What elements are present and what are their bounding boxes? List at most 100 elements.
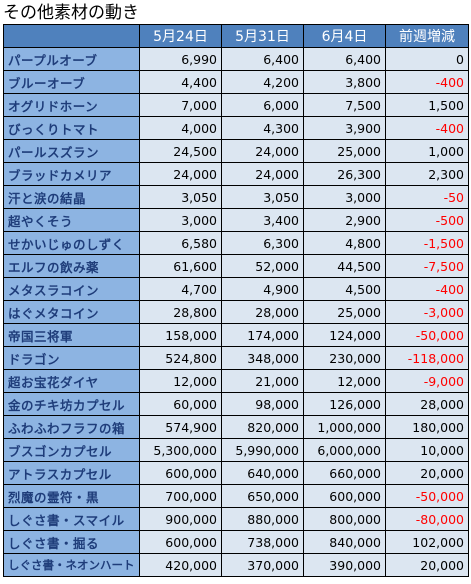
- header-cell-may31: 5月31日: [221, 24, 304, 48]
- value-cell-jun4: 3,900: [303, 116, 386, 140]
- header-cell-jun4: 6月4日: [303, 24, 386, 48]
- weekly-change-cell: -3,000: [385, 300, 469, 324]
- item-name-cell: パールスズラン: [3, 139, 140, 163]
- value-cell-may24: 3,000: [139, 208, 222, 232]
- item-name-cell: はぐメタコイン: [3, 300, 140, 324]
- value-cell-may24: 7,000: [139, 93, 222, 117]
- item-name-cell: ブラッドカメリア: [3, 162, 140, 186]
- value-cell-jun4: 6,000,000: [303, 438, 386, 462]
- value-cell-jun4: 660,000: [303, 461, 386, 485]
- weekly-change-cell: -1,500: [385, 231, 469, 255]
- table-row: せかいじゅのしずく 6,580 6,300 4,800 -1,500: [3, 231, 469, 255]
- table-row: 超お宝花ダイヤ 12,000 21,000 12,000 -9,000: [3, 369, 469, 393]
- value-cell-may24: 4,700: [139, 277, 222, 301]
- item-name-cell: ドラゴン: [3, 346, 140, 370]
- value-cell-may31: 52,000: [221, 254, 304, 278]
- table-row: ドラゴン 524,800 348,000 230,000 -118,000: [3, 346, 469, 370]
- weekly-change-cell: -118,000: [385, 346, 469, 370]
- value-cell-may31: 5,990,000: [221, 438, 304, 462]
- weekly-change-cell: -7,500: [385, 254, 469, 278]
- value-cell-may24: 4,000: [139, 116, 222, 140]
- item-name-cell: ブルーオーブ: [3, 70, 140, 94]
- price-table: 5月24日 5月31日 6月4日 前週増減 パープルオーブ 6,990 6,400 6…: [3, 24, 469, 577]
- item-name-cell: メタスラコイン: [3, 277, 140, 301]
- value-cell-may24: 524,800: [139, 346, 222, 370]
- table-row: 汗と涙の結晶 3,050 3,050 3,000 -50: [3, 185, 469, 209]
- value-cell-may31: 4,200: [221, 70, 304, 94]
- value-cell-may24: 574,900: [139, 415, 222, 439]
- table-row: しぐさ書・掘る 600,000 738,000 840,000 102,000: [3, 530, 469, 554]
- header-cell-weekly-change: 前週増減: [385, 24, 469, 48]
- item-name-cell: しぐさ書・ネオンハート: [3, 553, 140, 577]
- weekly-change-cell: 10,000: [385, 438, 469, 462]
- table-row: 帝国三将軍 158,000 174,000 124,000 -50,000: [3, 323, 469, 347]
- weekly-change-cell: -500: [385, 208, 469, 232]
- table-row: ブルーオーブ 4,400 4,200 3,800 -400: [3, 70, 469, 94]
- weekly-change-cell: -50,000: [385, 484, 469, 508]
- weekly-change-cell: 2,300: [385, 162, 469, 186]
- value-cell-jun4: 44,500: [303, 254, 386, 278]
- value-cell-may31: 24,000: [221, 162, 304, 186]
- value-cell-jun4: 7,500: [303, 93, 386, 117]
- table-row: アトラスカプセル 600,000 640,000 660,000 20,000: [3, 461, 469, 485]
- item-name-cell: しぐさ書・掘る: [3, 530, 140, 554]
- table-row: 烈魔の霊符・黒 700,000 650,000 600,000 -50,000: [3, 484, 469, 508]
- value-cell-jun4: 3,000: [303, 185, 386, 209]
- item-name-cell: 超お宝花ダイヤ: [3, 369, 140, 393]
- value-cell-may24: 28,800: [139, 300, 222, 324]
- item-name-cell: エルフの飲み薬: [3, 254, 140, 278]
- value-cell-may24: 600,000: [139, 461, 222, 485]
- sheet-title: その他素材の動き: [3, 3, 139, 23]
- weekly-change-cell: 1,000: [385, 139, 469, 163]
- value-cell-may24: 900,000: [139, 507, 222, 531]
- value-cell-may24: 12,000: [139, 369, 222, 393]
- value-cell-may24: 158,000: [139, 323, 222, 347]
- header-cell-may24: 5月24日: [139, 24, 222, 48]
- table-row: しぐさ書・ネオンハート 420,000 370,000 390,000 20,000: [3, 553, 469, 577]
- value-cell-jun4: 840,000: [303, 530, 386, 554]
- value-cell-jun4: 25,000: [303, 139, 386, 163]
- value-cell-may31: 3,050: [221, 185, 304, 209]
- item-name-cell: ふわふわフラフの箱: [3, 415, 140, 439]
- value-cell-jun4: 12,000: [303, 369, 386, 393]
- item-name-cell: せかいじゅのしずく: [3, 231, 140, 255]
- table-row: 超やくそう 3,000 3,400 2,900 -500: [3, 208, 469, 232]
- value-cell-may31: 880,000: [221, 507, 304, 531]
- value-cell-jun4: 1,000,000: [303, 415, 386, 439]
- item-name-cell: 金のチキ坊カプセル: [3, 392, 140, 416]
- weekly-change-cell: 20,000: [385, 461, 469, 485]
- value-cell-may31: 820,000: [221, 415, 304, 439]
- table-row: ブラッドカメリア 24,000 24,000 26,300 2,300: [3, 162, 469, 186]
- value-cell-jun4: 600,000: [303, 484, 386, 508]
- value-cell-may31: 4,900: [221, 277, 304, 301]
- value-cell-jun4: 390,000: [303, 553, 386, 577]
- weekly-change-cell: 28,000: [385, 392, 469, 416]
- value-cell-jun4: 126,000: [303, 392, 386, 416]
- value-cell-may31: 640,000: [221, 461, 304, 485]
- value-cell-jun4: 6,400: [303, 47, 386, 71]
- value-cell-may24: 600,000: [139, 530, 222, 554]
- value-cell-may31: 98,000: [221, 392, 304, 416]
- value-cell-may31: 4,300: [221, 116, 304, 140]
- value-cell-jun4: 4,800: [303, 231, 386, 255]
- value-cell-jun4: 800,000: [303, 507, 386, 531]
- weekly-change-cell: 180,000: [385, 415, 469, 439]
- table-row: メタスラコイン 4,700 4,900 4,500 -400: [3, 277, 469, 301]
- table-body: パープルオーブ 6,990 6,400 6,400 0 ブルーオーブ 4,400 4,200 3…: [3, 47, 469, 577]
- table-row: びっくりトマト 4,000 4,300 3,900 -400: [3, 116, 469, 140]
- value-cell-may24: 420,000: [139, 553, 222, 577]
- value-cell-may31: 6,300: [221, 231, 304, 255]
- item-name-cell: びっくりトマト: [3, 116, 140, 140]
- weekly-change-cell: -80,000: [385, 507, 469, 531]
- value-cell-jun4: 230,000: [303, 346, 386, 370]
- table-row: ふわふわフラフの箱 574,900 820,000 1,000,000 180,000: [3, 415, 469, 439]
- table-row: ブスゴンカプセル 5,300,000 5,990,000 6,000,000 10,00…: [3, 438, 469, 462]
- table-row: オグリドホーン 7,000 6,000 7,500 1,500: [3, 93, 469, 117]
- item-name-cell: アトラスカプセル: [3, 461, 140, 485]
- value-cell-may24: 6,580: [139, 231, 222, 255]
- header-cell-item: [3, 24, 140, 48]
- value-cell-may24: 4,400: [139, 70, 222, 94]
- item-name-cell: オグリドホーン: [3, 93, 140, 117]
- value-cell-jun4: 25,000: [303, 300, 386, 324]
- weekly-change-cell: 20,000: [385, 553, 469, 577]
